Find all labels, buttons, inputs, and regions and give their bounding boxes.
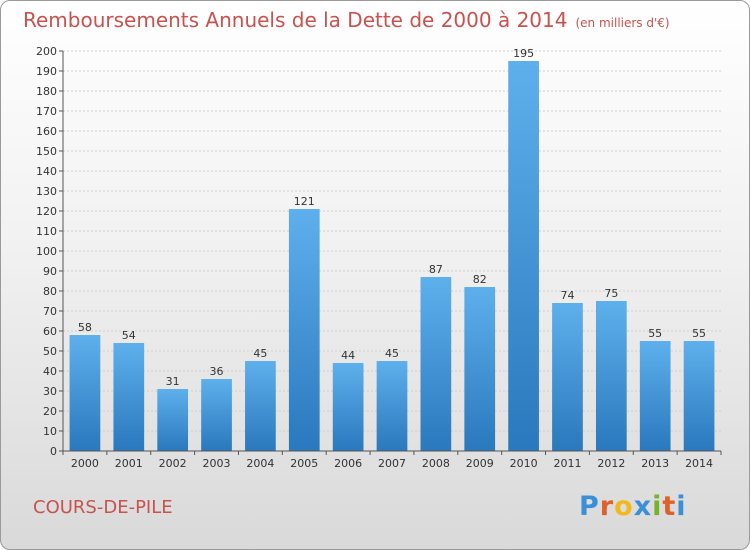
y-tick-label: 110 — [36, 225, 57, 238]
data-label: 75 — [604, 287, 618, 300]
bar — [552, 303, 583, 451]
y-tick-label: 170 — [36, 105, 57, 118]
data-label: 74 — [560, 289, 574, 302]
logo-letter: o — [614, 491, 634, 522]
data-label: 36 — [210, 365, 224, 378]
y-tick-label: 120 — [36, 205, 57, 218]
data-label: 45 — [253, 347, 267, 360]
data-label: 54 — [122, 329, 136, 342]
y-tick-label: 50 — [43, 345, 57, 358]
x-tick-label: 2010 — [510, 457, 538, 470]
y-tick-label: 20 — [43, 405, 57, 418]
bar — [420, 277, 452, 451]
data-label: 82 — [473, 273, 487, 286]
axes — [62, 51, 721, 452]
y-tick-label: 10 — [43, 425, 57, 438]
bar — [376, 361, 408, 451]
y-tick-label: 70 — [43, 305, 57, 318]
bar — [69, 335, 101, 451]
x-tick-label: 2014 — [685, 457, 713, 470]
x-tick-label: 2005 — [290, 457, 318, 470]
x-tick-label: 2002 — [159, 457, 187, 470]
data-label: 195 — [513, 47, 534, 60]
x-tick-label: 2000 — [71, 457, 99, 470]
y-tick-label: 0 — [50, 445, 57, 458]
y-tick-label: 90 — [43, 265, 57, 278]
logo-letter: P — [579, 491, 600, 522]
bar — [595, 301, 627, 451]
data-label: 44 — [341, 349, 355, 362]
y-tick-label: 200 — [36, 45, 57, 58]
bar — [508, 61, 539, 451]
bar — [683, 341, 715, 451]
x-tick-label: 2013 — [641, 457, 669, 470]
x-tick-label: 2009 — [466, 457, 494, 470]
y-tick-label: 180 — [36, 85, 57, 98]
x-tick-label: 2003 — [203, 457, 231, 470]
y-tick-label: 140 — [36, 165, 57, 178]
logo-letter: i — [652, 491, 663, 522]
x-tick-label: 2008 — [422, 457, 450, 470]
location-label: COURS-DE-PILE — [33, 497, 173, 518]
y-tick-label: 30 — [43, 385, 57, 398]
logo-letter: r — [599, 491, 615, 522]
data-labels: 58 54 31 36 45 121 44 45 87 82 195 74 75 55 55 — [78, 47, 706, 388]
logo-letter: x — [633, 491, 653, 522]
y-tick-label: 80 — [43, 285, 57, 298]
y-tick-label: 190 — [36, 65, 57, 78]
bar — [157, 389, 189, 451]
x-tick-label: 2001 — [115, 457, 143, 470]
bar — [288, 209, 320, 451]
y-tick-label: 160 — [36, 125, 57, 138]
data-label: 87 — [429, 263, 443, 276]
y-tick-label: 60 — [43, 325, 57, 338]
proxiti-logo: Proxiti — [579, 489, 689, 525]
x-axis-ticks: 2000 2001 2002 2003 2004 2005 2006 2007 2008 2009… — [62, 451, 722, 470]
data-label: 45 — [385, 347, 399, 360]
x-tick-label: 2006 — [334, 457, 362, 470]
x-tick-label: 2007 — [378, 457, 406, 470]
x-tick-label: 2011 — [553, 457, 581, 470]
x-tick-label: 2004 — [246, 457, 274, 470]
chart-unit: (en milliers d'€) — [575, 16, 670, 30]
bar — [245, 361, 276, 451]
bar — [639, 341, 671, 451]
y-tick-label: 150 — [36, 145, 57, 158]
logo-letter: t — [662, 491, 677, 522]
y-axis-ticks: 0 10 20 30 40 50 60 70 80 90 100 110 120 130 140 150 160… — [36, 45, 63, 458]
y-tick-label: 100 — [36, 245, 57, 258]
y-tick-label: 40 — [43, 365, 57, 378]
x-tick-label: 2012 — [597, 457, 625, 470]
bar — [464, 287, 496, 451]
bar — [201, 379, 232, 451]
data-label: 55 — [692, 327, 706, 340]
data-label: 58 — [78, 321, 92, 334]
chart-title-text: Remboursements Annuels de la Dette de 20… — [23, 8, 568, 32]
bar — [332, 363, 364, 451]
data-label: 55 — [648, 327, 662, 340]
bar — [113, 343, 145, 451]
data-label: 121 — [294, 195, 315, 208]
y-tick-label: 130 — [36, 185, 57, 198]
chart-title: Remboursements Annuels de la Dette de 20… — [23, 8, 670, 32]
logo-letter: i — [676, 491, 687, 522]
bars — [69, 61, 715, 451]
data-label: 31 — [166, 375, 180, 388]
